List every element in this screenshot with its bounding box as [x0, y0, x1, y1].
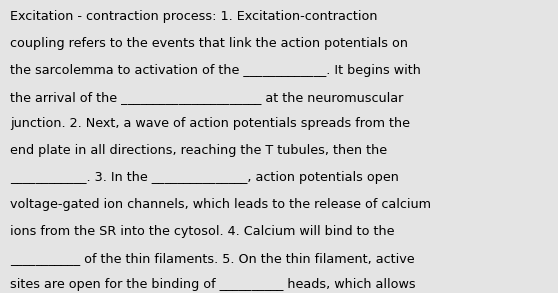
- Text: the sarcolemma to activation of the _____________. It begins with: the sarcolemma to activation of the ____…: [10, 64, 421, 77]
- Text: ____________. 3. In the _______________, action potentials open: ____________. 3. In the _______________,…: [10, 171, 399, 184]
- Text: coupling refers to the events that link the action potentials on: coupling refers to the events that link …: [10, 37, 408, 50]
- Text: the arrival of the ______________________ at the neuromuscular: the arrival of the _____________________…: [10, 91, 403, 104]
- Text: ions from the SR into the cytosol. 4. Calcium will bind to the: ions from the SR into the cytosol. 4. Ca…: [10, 225, 395, 238]
- Text: ___________ of the thin filaments. 5. On the thin filament, active: ___________ of the thin filaments. 5. On…: [10, 251, 415, 265]
- Text: voltage-gated ion channels, which leads to the release of calcium: voltage-gated ion channels, which leads …: [10, 198, 431, 211]
- Text: junction. 2. Next, a wave of action potentials spreads from the: junction. 2. Next, a wave of action pote…: [10, 117, 410, 130]
- Text: sites are open for the binding of __________ heads, which allows: sites are open for the binding of ______…: [10, 278, 416, 291]
- Text: Excitation - contraction process: 1. Excitation-contraction: Excitation - contraction process: 1. Exc…: [10, 10, 378, 23]
- Text: end plate in all directions, reaching the T tubules, then the: end plate in all directions, reaching th…: [10, 144, 387, 157]
